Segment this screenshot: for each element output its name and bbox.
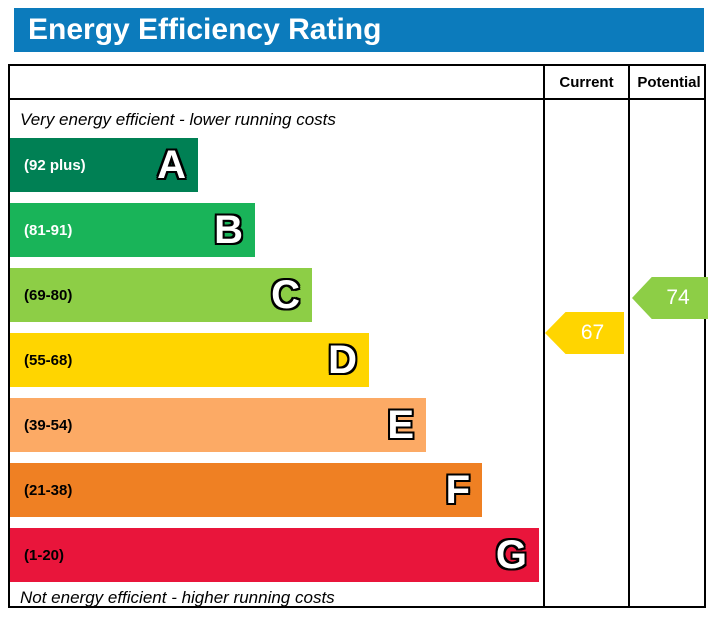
band-bar-g: (1-20) G — [10, 528, 539, 582]
rating-bands: (92 plus) A (81-91) B (69-80) C (55-68) … — [10, 138, 539, 593]
band-letter: C — [271, 273, 300, 317]
band-bar-e: (39-54) E — [10, 398, 426, 452]
band-range-label: (21-38) — [24, 481, 73, 499]
band-range-label: (39-54) — [24, 416, 73, 434]
band-bar-c: (69-80) C — [10, 268, 312, 322]
chart-inner: Current Potential Very energy efficient … — [10, 66, 708, 607]
band-bar-f: (21-38) F — [10, 463, 482, 517]
current-column-divider — [543, 66, 545, 606]
band-bar-a: (92 plus) A — [10, 138, 198, 192]
band-range-label: (1-20) — [24, 546, 65, 564]
band-letter: F — [445, 468, 470, 512]
band-bar-d: (55-68) D — [10, 333, 369, 387]
current-rating-arrow: 67 — [545, 312, 624, 354]
bottom-note: Not energy efficient - higher running co… — [20, 588, 335, 607]
band-range-label: (69-80) — [24, 286, 73, 304]
potential-rating-value: 74 — [666, 286, 690, 309]
band-letter: A — [157, 143, 186, 187]
band-range-label: (92 plus) — [24, 156, 86, 174]
band-range-label: (81-91) — [24, 221, 73, 239]
band-letter: D — [328, 338, 357, 382]
band-bar-b: (81-91) B — [10, 203, 255, 257]
title-bar: Energy Efficiency Rating — [14, 8, 704, 52]
band-letter: G — [495, 533, 527, 577]
energy-rating-chart: Current Potential Very energy efficient … — [8, 64, 708, 608]
potential-column-divider — [628, 66, 630, 606]
band-letter: E — [387, 403, 414, 447]
potential-column-header: Potential — [637, 74, 701, 91]
band-letter: B — [214, 208, 243, 252]
potential-rating-arrow: 74 — [632, 277, 708, 319]
current-column-header: Current — [559, 74, 614, 91]
top-note: Very energy efficient - lower running co… — [20, 110, 336, 129]
column-header-row — [10, 66, 704, 100]
band-range-label: (55-68) — [24, 351, 73, 369]
page-title: Energy Efficiency Rating — [28, 13, 382, 46]
current-rating-value: 67 — [580, 321, 605, 344]
